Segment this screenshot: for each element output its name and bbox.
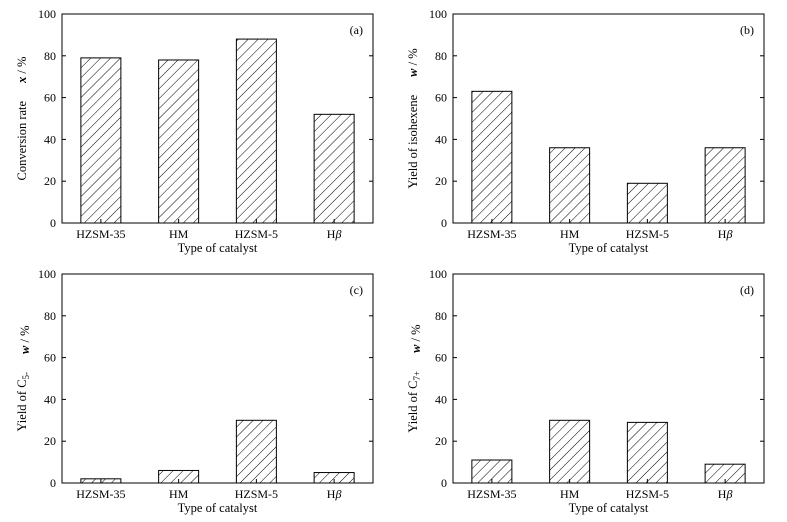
bar-hzsm-5 — [626, 182, 668, 224]
y-tick-label: 0 — [441, 216, 447, 230]
x-tick-label: HZSM-5 — [235, 487, 278, 501]
x-tick-label: HZSM-5 — [626, 487, 669, 501]
y-tick-label: 40 — [44, 392, 56, 406]
chart-panel-3: 0 20 40 60 80 100 HZSM-35 HM HZSM-5 Hβ Type of cat… — [15, 267, 374, 515]
y-tick-label: 100 — [429, 7, 447, 21]
x-axis-title: Type of catalyst — [178, 501, 258, 515]
y-tick-label: 60 — [435, 91, 447, 105]
chart-panel-1: 0 20 40 60 80 100 HZSM-35 HM HZSM-5 Hβ Type of cat… — [15, 7, 374, 255]
y-tick-label: 20 — [435, 434, 447, 448]
x-tick-label: HZSM-35 — [467, 227, 516, 241]
bar-hzsm-5 — [626, 421, 668, 484]
x-tick-label: HZSM-5 — [626, 227, 669, 241]
y-tick-label: 100 — [429, 267, 447, 281]
bar-h- — [704, 147, 746, 224]
x-tick-label: HM — [560, 487, 580, 501]
bar-hm — [549, 419, 591, 484]
x-axis-title: Type of catalyst — [178, 241, 258, 255]
y-axis-title: Yield of C7+w / % — [406, 324, 423, 432]
y-tick-label: 80 — [435, 309, 447, 323]
x-tick-label: Hβ — [718, 227, 733, 241]
y-tick-label: 40 — [435, 392, 447, 406]
y-tick-label: 80 — [435, 49, 447, 63]
y-tick-label: 40 — [44, 132, 56, 146]
chart-panel-2: 0 20 40 60 80 100 HZSM-35 HM HZSM-5 Hβ Type of cat… — [406, 7, 765, 255]
bar-hzsm-5 — [235, 38, 277, 224]
panel-label: (a) — [350, 23, 363, 37]
x-tick-label: HZSM-35 — [76, 487, 125, 501]
plot-frame — [61, 13, 374, 224]
x-tick-label: HZSM-5 — [235, 227, 278, 241]
bar-hzsm-35 — [471, 90, 513, 224]
y-tick-label: 60 — [44, 91, 56, 105]
y-tick-label: 80 — [44, 309, 56, 323]
x-tick-label: Hβ — [327, 487, 342, 501]
y-tick-label: 0 — [50, 476, 56, 490]
x-tick-label: HZSM-35 — [467, 487, 516, 501]
bar-hm — [549, 147, 591, 224]
y-tick-label: 20 — [44, 174, 56, 188]
panel-label: (c) — [350, 283, 363, 297]
y-tick-label: 60 — [44, 351, 56, 365]
x-axis-title: Type of catalyst — [569, 241, 649, 255]
y-axis-title: Yield of isohexenew / % — [406, 48, 420, 188]
chart-panel-4: 0 20 40 60 80 100 HZSM-35 HM HZSM-5 Hβ Type of cat… — [406, 267, 765, 515]
bar-h- — [313, 113, 355, 224]
y-tick-label: 60 — [435, 351, 447, 365]
panel-label: (d) — [740, 283, 754, 297]
x-tick-label: HM — [169, 227, 189, 241]
y-axis-title: Conversion ratex / % — [15, 57, 29, 181]
plot-frame — [452, 13, 765, 224]
y-tick-label: 40 — [435, 132, 447, 146]
y-tick-label: 20 — [44, 434, 56, 448]
panel-label: (b) — [740, 23, 754, 37]
x-tick-label: Hβ — [327, 227, 342, 241]
y-tick-label: 20 — [435, 174, 447, 188]
plot-frame — [61, 273, 374, 484]
x-tick-label: Hβ — [718, 487, 733, 501]
bar-hzsm-35 — [80, 57, 122, 224]
x-tick-label: HM — [560, 227, 580, 241]
x-tick-label: HM — [169, 487, 189, 501]
y-axis-title: Yield of C5-w / % — [15, 325, 32, 431]
y-tick-label: 0 — [441, 476, 447, 490]
bar-hzsm-5 — [235, 419, 277, 484]
y-tick-label: 0 — [50, 216, 56, 230]
y-tick-label: 100 — [38, 7, 56, 21]
x-axis-title: Type of catalyst — [569, 501, 649, 515]
y-tick-label: 100 — [38, 267, 56, 281]
y-tick-label: 80 — [44, 49, 56, 63]
x-tick-label: HZSM-35 — [76, 227, 125, 241]
plot-frame — [452, 273, 765, 484]
bar-hm — [158, 59, 200, 224]
